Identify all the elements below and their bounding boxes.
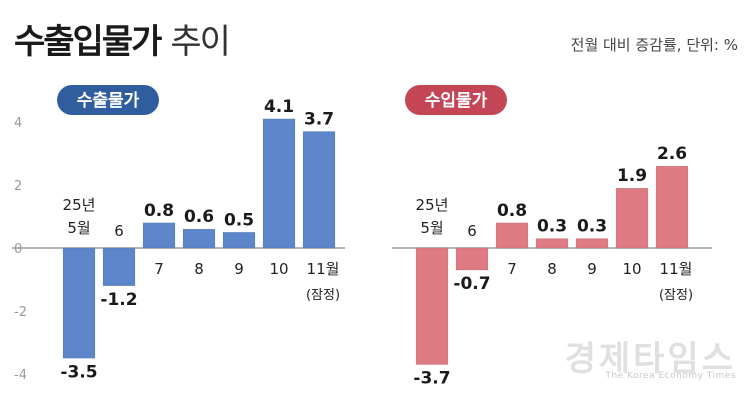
category-label: 5월 (420, 219, 443, 237)
series-badge (57, 85, 159, 115)
category-label: 10 (622, 260, 641, 278)
category-label: 9 (587, 260, 597, 278)
bar (575, 238, 609, 249)
category-label: 11월 (307, 260, 340, 278)
y-tick-label: 4 (14, 116, 22, 131)
bar (62, 247, 96, 359)
bar (302, 131, 336, 249)
category-label: (잠정) (659, 288, 693, 303)
unit-note: 전월 대비 증감률, 단위: % (570, 36, 738, 54)
category-label: 8 (194, 260, 204, 278)
data-label: 0.6 (184, 207, 214, 227)
category-label: 6 (467, 222, 477, 240)
data-label: 4.1 (264, 97, 294, 117)
category-label: 25년 (416, 196, 449, 214)
data-label: -3.5 (60, 362, 97, 382)
data-label: -1.2 (100, 290, 137, 310)
category-label: (잠정) (306, 288, 340, 303)
bar (655, 165, 689, 249)
data-label: 3.7 (304, 109, 334, 129)
series-badge (405, 85, 507, 115)
data-label: 0.3 (577, 217, 607, 237)
category-label: 8 (547, 260, 557, 278)
y-tick-label: -4 (14, 368, 27, 383)
data-label: 0.8 (497, 201, 527, 221)
bar (262, 118, 296, 249)
bar (415, 247, 449, 365)
bar (182, 228, 216, 249)
y-tick-label: 0 (14, 242, 22, 257)
bar (142, 222, 176, 249)
series-badge-label: 수입물가 (425, 91, 488, 111)
bar (615, 187, 649, 249)
bar (535, 238, 569, 249)
bar (455, 247, 489, 271)
data-label: 2.6 (657, 144, 687, 164)
category-label: 5월 (67, 219, 90, 237)
category-label: 25년 (63, 196, 96, 214)
data-label: 0.3 (537, 217, 567, 237)
bar (495, 222, 529, 249)
y-tick-label: 2 (14, 179, 22, 194)
y-tick-label: -2 (14, 305, 27, 320)
category-label: 9 (234, 260, 244, 278)
data-label: 0.5 (224, 210, 254, 230)
category-label: 11월 (660, 260, 693, 278)
watermark-english: The Korea Economy Times (605, 371, 736, 381)
data-label: -0.7 (453, 274, 490, 294)
bar (222, 232, 256, 249)
title-main: 수출입물가 (14, 22, 162, 62)
page-title: 수출입물가 추이 (14, 14, 231, 63)
category-label: 7 (154, 260, 164, 278)
series-badge-label: 수출물가 (77, 91, 140, 111)
category-label: 10 (269, 260, 288, 278)
data-label: 1.9 (617, 166, 647, 186)
data-label: -3.7 (413, 369, 450, 389)
category-label: 6 (114, 222, 124, 240)
title-sub: 추이 (170, 22, 231, 62)
data-label: 0.8 (144, 201, 174, 221)
watermark: 경제타임스 The Korea Economy Times (565, 341, 736, 381)
bar (102, 247, 136, 287)
watermark-korean: 경제타임스 (564, 339, 736, 379)
category-label: 7 (507, 260, 517, 278)
